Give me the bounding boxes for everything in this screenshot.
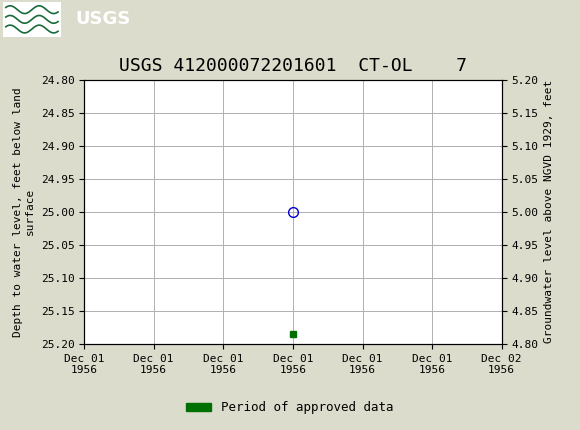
FancyBboxPatch shape — [3, 2, 61, 37]
Legend: Period of approved data: Period of approved data — [181, 396, 399, 419]
Title: USGS 412000072201601  CT-OL    7: USGS 412000072201601 CT-OL 7 — [119, 57, 467, 75]
Text: USGS: USGS — [75, 10, 130, 28]
Y-axis label: Depth to water level, feet below land
surface: Depth to water level, feet below land su… — [13, 87, 35, 337]
Y-axis label: Groundwater level above NGVD 1929, feet: Groundwater level above NGVD 1929, feet — [544, 80, 554, 344]
